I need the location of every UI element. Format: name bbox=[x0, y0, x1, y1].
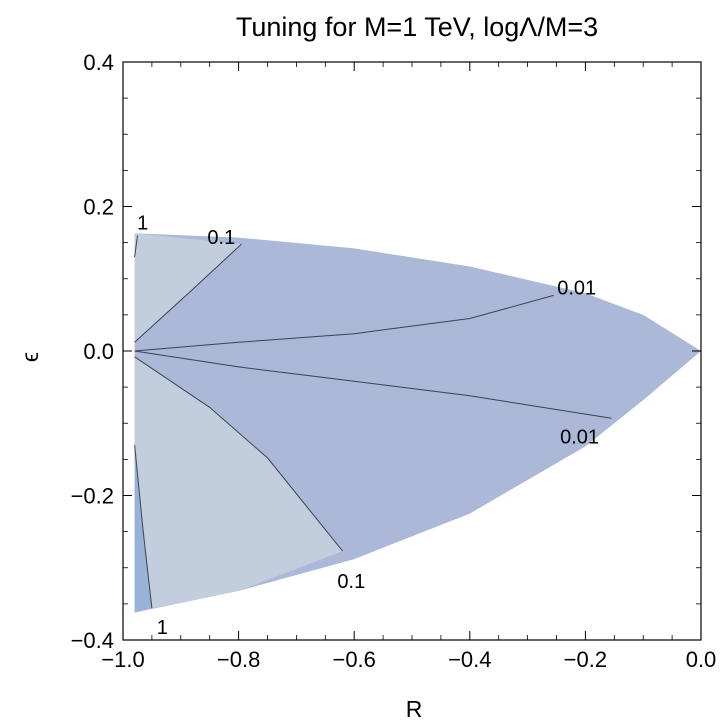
contour-line-1 bbox=[134, 243, 242, 343]
plot-axes: −1.0 −0.8 −0.6 −0.4 −0.2 0.0 −0.4 −0.2 0.0 0.2 0.4 bbox=[71, 50, 717, 672]
x-tick-label: −1.0 bbox=[101, 647, 144, 672]
y-tick-label: −0.4 bbox=[71, 628, 114, 653]
y-tick-label: 0.0 bbox=[83, 339, 114, 364]
contour-line-2 bbox=[134, 294, 554, 352]
y-tick-label: 0.4 bbox=[83, 50, 114, 75]
x-axis-label: R bbox=[406, 696, 423, 722]
x-tick-label: −0.8 bbox=[217, 647, 260, 672]
y-tick-label: −0.2 bbox=[71, 484, 114, 509]
contour-label-3: 0.01 bbox=[560, 426, 599, 448]
plot-regions bbox=[134, 233, 702, 613]
x-tick-label: −0.6 bbox=[332, 647, 375, 672]
contour-label-4: 0.1 bbox=[337, 571, 365, 593]
x-tick-label: −0.2 bbox=[564, 647, 607, 672]
contour-label-0: 1 bbox=[137, 212, 148, 234]
contour-label-5: 1 bbox=[157, 617, 168, 639]
y-axis-label: ϵ bbox=[17, 352, 43, 362]
plot-contours: 1 0.1 0.01 0.01 0.1 1 bbox=[134, 212, 612, 639]
contour-label-1: 0.1 bbox=[207, 227, 235, 249]
x-tick-label: −0.4 bbox=[448, 647, 491, 672]
contour-line-0 bbox=[134, 235, 138, 258]
contour-line-5 bbox=[134, 444, 153, 609]
contour-label-2: 0.01 bbox=[557, 277, 596, 299]
chart-title: Tuning for M=1 TeV, logΛ/M=3 bbox=[236, 12, 598, 42]
x-tick-label: 0.0 bbox=[686, 647, 717, 672]
region-2 bbox=[134, 356, 343, 613]
region-1 bbox=[134, 233, 242, 343]
y-tick-label: 0.2 bbox=[83, 195, 114, 220]
contour-line-4 bbox=[134, 356, 343, 552]
contour-line-3 bbox=[134, 350, 612, 419]
